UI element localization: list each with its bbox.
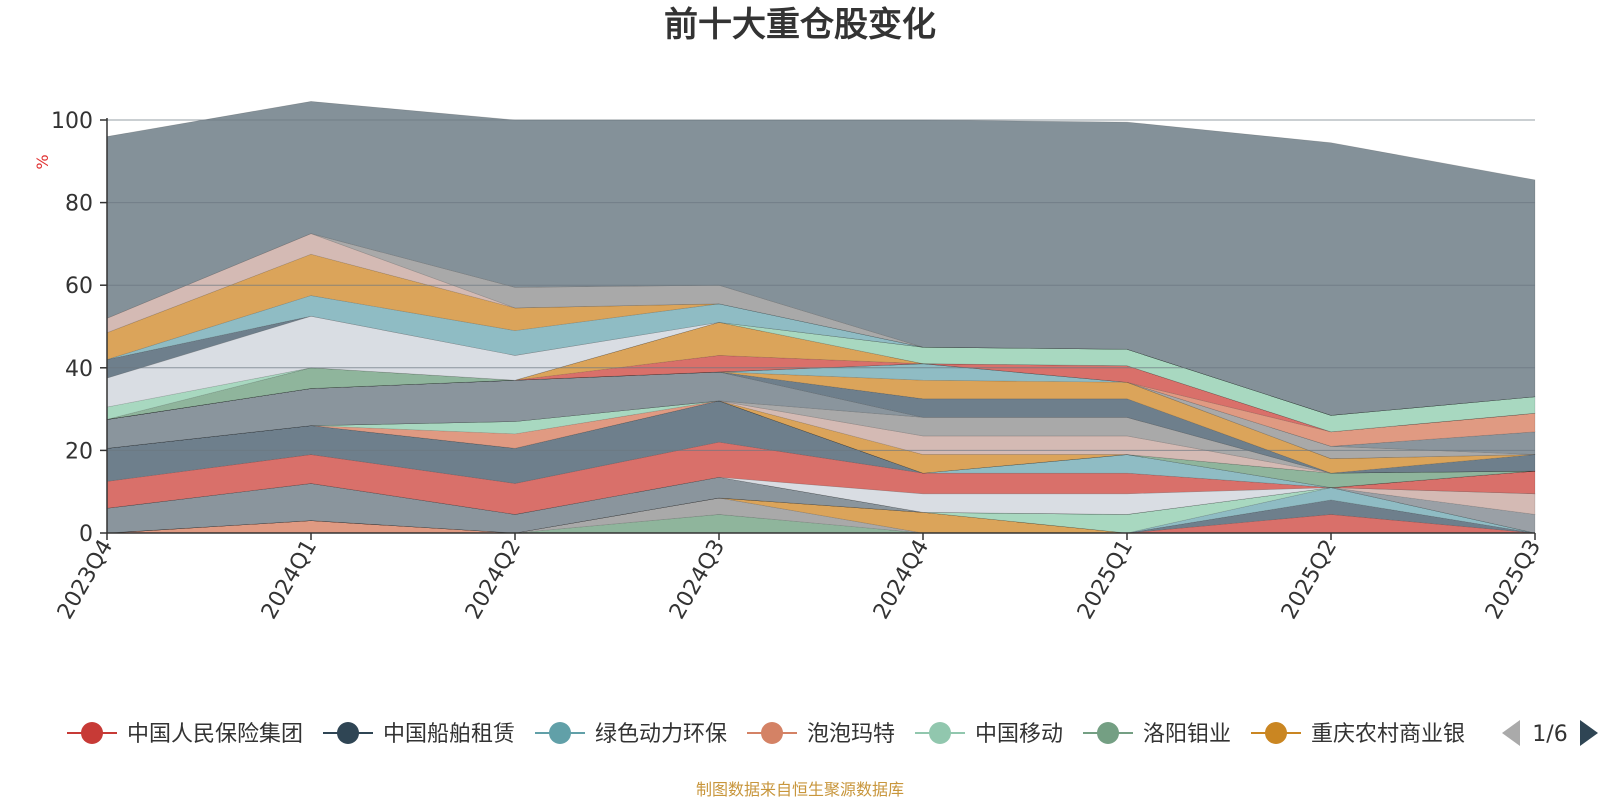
legend-item-1[interactable]: 中国船舶租赁 <box>323 722 515 747</box>
legend-item-5[interactable]: 洛阳钼业 <box>1083 722 1231 747</box>
chart-title: 前十大重仓股变化 <box>664 5 936 45</box>
legend-pager: 1/6 <box>1502 720 1598 747</box>
legend-next-page-button[interactable] <box>1580 720 1598 746</box>
y-tick-label-0: 0 <box>79 522 93 547</box>
legend-marker-3 <box>761 722 783 744</box>
y-tick-label-2: 40 <box>65 357 93 382</box>
legend-item-2[interactable]: 绿色动力环保 <box>535 722 727 747</box>
legend-marker-2 <box>549 722 571 744</box>
legend-label-3: 泡泡玛特 <box>807 722 895 747</box>
legend-marker-1 <box>337 722 359 744</box>
legend-item-4[interactable]: 中国移动 <box>915 722 1063 747</box>
legend-marker-0 <box>81 722 103 744</box>
y-tick-label-5: 100 <box>51 109 93 134</box>
x-tick-label-7: 2025Q3 <box>1481 536 1546 624</box>
y-tick-label-3: 60 <box>65 274 93 299</box>
y-axis-unit-label: % <box>33 154 52 169</box>
legend-label-2: 绿色动力环保 <box>595 722 727 747</box>
legend-item-0[interactable]: 中国人民保险集团 <box>67 722 303 747</box>
legend-marker-6 <box>1265 722 1287 744</box>
x-tick-label-5: 2025Q1 <box>1073 536 1138 624</box>
legend-label-5: 洛阳钼业 <box>1143 722 1231 747</box>
x-tick-label-2: 2024Q2 <box>461 536 526 624</box>
legend-label-4: 中国移动 <box>975 722 1063 747</box>
legend-item-6[interactable]: 重庆农村商业银 <box>1251 722 1465 747</box>
y-tick-label-1: 20 <box>65 439 93 464</box>
x-tick-label-3: 2024Q3 <box>665 536 730 624</box>
legend-label-6: 重庆农村商业银 <box>1311 722 1465 747</box>
x-tick-label-1: 2024Q1 <box>257 536 322 624</box>
data-source-note: 制图数据来自恒生聚源数据库 <box>696 780 904 799</box>
legend-marker-5 <box>1097 722 1119 744</box>
legend: 中国人民保险集团 中国船舶租赁 绿色动力环保 泡泡玛特 中国移动 洛阳钼业 重庆农村商业银 <box>67 722 1465 747</box>
x-tick-label-6: 2025Q2 <box>1277 536 1342 624</box>
grid-lines <box>107 119 1535 451</box>
area-series-group <box>106 101 1536 534</box>
area-series-3 <box>106 497 1535 534</box>
y-tick-label-4: 80 <box>65 192 93 217</box>
legend-marker-4 <box>929 722 951 744</box>
legend-item-3[interactable]: 泡泡玛特 <box>747 722 895 747</box>
x-tick-label-0: 2023Q4 <box>53 536 118 624</box>
area-series-2 <box>106 497 1535 534</box>
legend-page-indicator: 1/6 <box>1532 722 1567 747</box>
legend-label-1: 中国船舶租赁 <box>383 722 515 747</box>
legend-label-0: 中国人民保险集团 <box>127 722 303 747</box>
legend-prev-page-button[interactable] <box>1502 720 1520 746</box>
x-tick-label-4: 2024Q4 <box>869 536 934 624</box>
